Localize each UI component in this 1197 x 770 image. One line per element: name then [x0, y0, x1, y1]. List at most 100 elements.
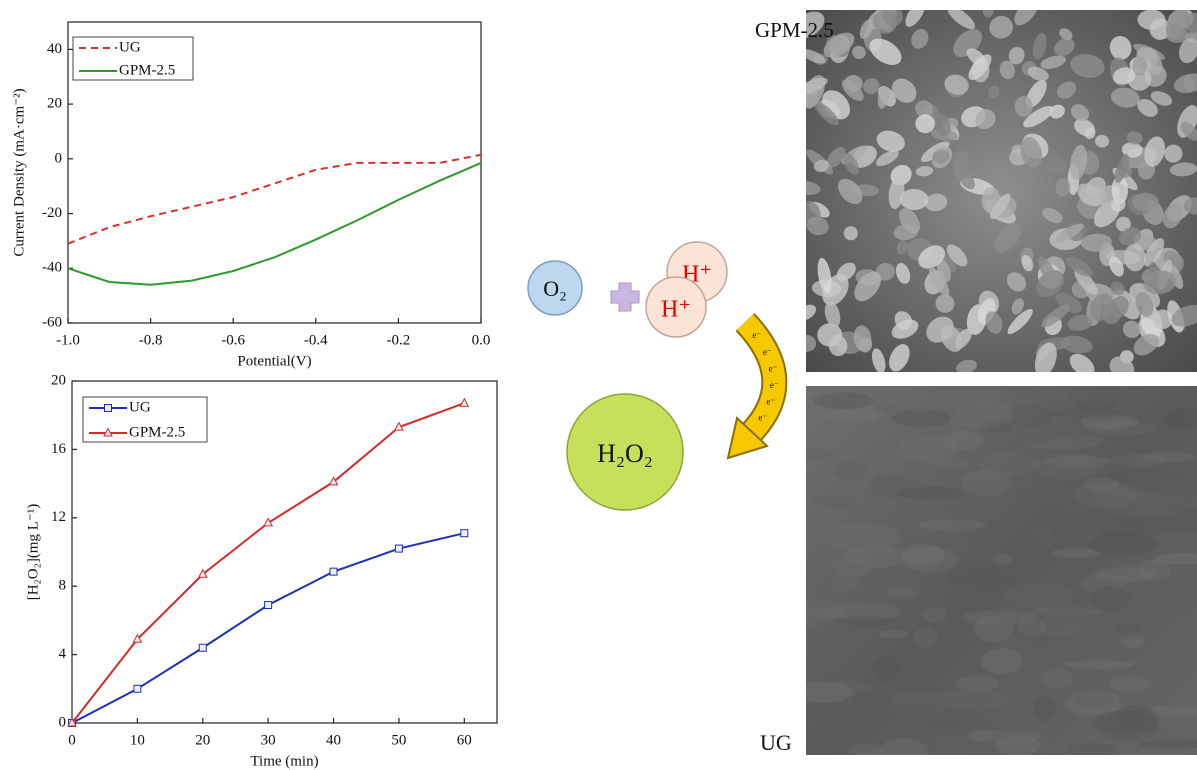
- image-label: GPM-2.5: [755, 18, 834, 42]
- sem-grain: [1017, 619, 1047, 636]
- x-tick-label: -0.6: [221, 332, 245, 348]
- sem-grain: [1023, 646, 1078, 663]
- figure: GPM-2.5 UG O₂ H⁺ H⁺ H₂O₂ e⁻e⁻e⁻e⁻e⁻e⁻ -1…: [0, 0, 1197, 770]
- y-tick-label: 20: [47, 96, 62, 112]
- sem-grain: [992, 554, 1012, 565]
- sem-grain: [832, 462, 870, 481]
- x-axis-label: Time (min): [250, 753, 318, 769]
- sem-grain: [1040, 669, 1073, 688]
- sem-grain: [1074, 692, 1116, 709]
- marker: [460, 399, 468, 407]
- marker: [134, 685, 141, 692]
- sem-grain: [953, 481, 981, 505]
- x-tick-label: -1.0: [56, 332, 80, 348]
- sem-grain: [784, 448, 834, 459]
- image-label: UG: [760, 730, 792, 755]
- sem-grain: [933, 689, 1010, 709]
- y-tick-label: 40: [47, 41, 62, 57]
- sem-grain: [1109, 455, 1167, 467]
- electron-label: e⁻: [758, 412, 767, 422]
- sem-grain: [878, 630, 908, 639]
- sem-grain: [794, 578, 820, 598]
- sem-grain: [868, 473, 913, 498]
- sem-grain: [1033, 523, 1054, 549]
- sem-grain: [1068, 381, 1123, 406]
- legend-label: GPM-2.5: [129, 424, 185, 440]
- y-tick-label: 12: [51, 509, 66, 525]
- marker: [461, 530, 468, 537]
- sem-grain: [1091, 586, 1130, 610]
- marker: [105, 405, 112, 412]
- sem-grain: [947, 518, 978, 545]
- sem-grain: [1137, 10, 1165, 30]
- electron-label: e⁻: [766, 396, 775, 406]
- h2o2-label: H₂O₂: [597, 439, 653, 468]
- page: GPM-2.5 UG O₂ H⁺ H⁺ H₂O₂ e⁻e⁻e⁻e⁻e⁻e⁻ -1…: [0, 0, 1197, 770]
- sem-grain: [1066, 743, 1115, 757]
- sem-grain: [932, 458, 971, 470]
- x-tick-label: 0.0: [472, 332, 491, 348]
- x-tick-label: 0: [68, 732, 76, 748]
- y-tick-label: -20: [42, 205, 62, 221]
- marker: [395, 545, 402, 552]
- x-tick-label: 40: [326, 732, 341, 748]
- sem-grain: [813, 392, 874, 408]
- sem-grain: [1088, 533, 1158, 557]
- sem-grain: [806, 703, 879, 725]
- y-axis-label: [H₂O₂](mg L⁻¹): [25, 504, 41, 601]
- sem-grain: [1110, 493, 1186, 519]
- x-tick-label: -0.8: [139, 332, 163, 348]
- x-tick-label: 10: [130, 732, 145, 748]
- sem-grain: [1002, 583, 1074, 609]
- y-tick-label: 20: [51, 372, 66, 388]
- series-line: [68, 155, 481, 244]
- sem-grain: [990, 605, 1020, 629]
- sem-grain: [1121, 637, 1145, 647]
- sem-grain: [942, 431, 985, 450]
- y-tick-label: 0: [55, 150, 63, 166]
- sem-grain: [1108, 469, 1179, 482]
- chart: -1.0-0.8-0.6-0.4-0.20.0-60-40-2002040Pot…: [11, 22, 490, 369]
- legend-label: GPM-2.5: [119, 62, 175, 78]
- sem-grain: [913, 628, 938, 648]
- o2-label: O₂: [543, 276, 567, 301]
- marker: [330, 568, 337, 575]
- sem-grain: [1064, 660, 1135, 669]
- marker: [265, 602, 272, 609]
- x-tick-label: -0.4: [304, 332, 328, 348]
- sem-grain: [1115, 525, 1146, 534]
- sem-grain: [1105, 717, 1138, 725]
- sem-grain: [832, 551, 873, 577]
- sem-grain: [923, 607, 948, 622]
- electron-label: e⁻: [752, 330, 761, 340]
- series-line: [68, 163, 481, 285]
- legend-label: UG: [119, 39, 141, 55]
- sem-grain: [1045, 435, 1103, 446]
- sem-grain: [1113, 622, 1142, 633]
- sem-grain: [1042, 456, 1111, 467]
- electron-label: e⁻: [763, 347, 772, 357]
- sem-grain: [1108, 677, 1151, 692]
- electron-label: e⁻: [770, 380, 779, 390]
- sem-grain: [848, 744, 883, 763]
- sem-grain: [833, 616, 895, 626]
- sem-grain: [1034, 696, 1056, 721]
- sem-grain: [975, 413, 1009, 423]
- sem-grain: [872, 656, 899, 682]
- x-tick-label: 20: [195, 732, 210, 748]
- sem-grain: [956, 675, 1000, 691]
- electron-label: e⁻: [769, 364, 778, 374]
- sem-grain: [880, 738, 929, 763]
- series-line: [72, 533, 464, 723]
- x-tick-label: 50: [391, 732, 406, 748]
- series-line: [72, 403, 464, 723]
- x-tick-label: 30: [261, 732, 276, 748]
- legend-label: UG: [129, 399, 151, 415]
- sem-grain: [967, 730, 1042, 744]
- y-tick-label: 16: [51, 441, 67, 457]
- sem-grain: [1050, 488, 1108, 512]
- y-axis-label: Current Density (mA·cm⁻²): [11, 88, 27, 256]
- sem-grain: [887, 588, 916, 599]
